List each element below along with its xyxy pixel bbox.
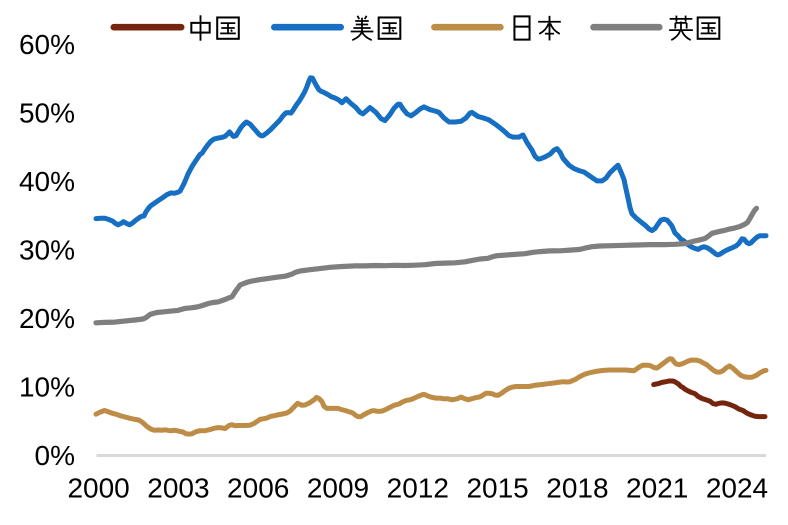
- svg-text:30%: 30%: [19, 235, 75, 266]
- svg-text:50%: 50%: [19, 98, 75, 129]
- svg-text:2015: 2015: [466, 473, 528, 504]
- svg-text:0%: 0%: [35, 440, 75, 471]
- svg-text:2021: 2021: [626, 473, 688, 504]
- svg-text:60%: 60%: [19, 29, 75, 60]
- svg-text:2009: 2009: [307, 473, 369, 504]
- svg-text:40%: 40%: [19, 166, 75, 197]
- svg-text:2000: 2000: [67, 473, 129, 504]
- svg-text:2003: 2003: [147, 473, 209, 504]
- svg-text:2024: 2024: [706, 473, 768, 504]
- svg-text:2006: 2006: [227, 473, 289, 504]
- svg-text:2018: 2018: [546, 473, 608, 504]
- svg-text:20%: 20%: [19, 303, 75, 334]
- svg-text:2012: 2012: [387, 473, 449, 504]
- svg-text:10%: 10%: [19, 372, 75, 403]
